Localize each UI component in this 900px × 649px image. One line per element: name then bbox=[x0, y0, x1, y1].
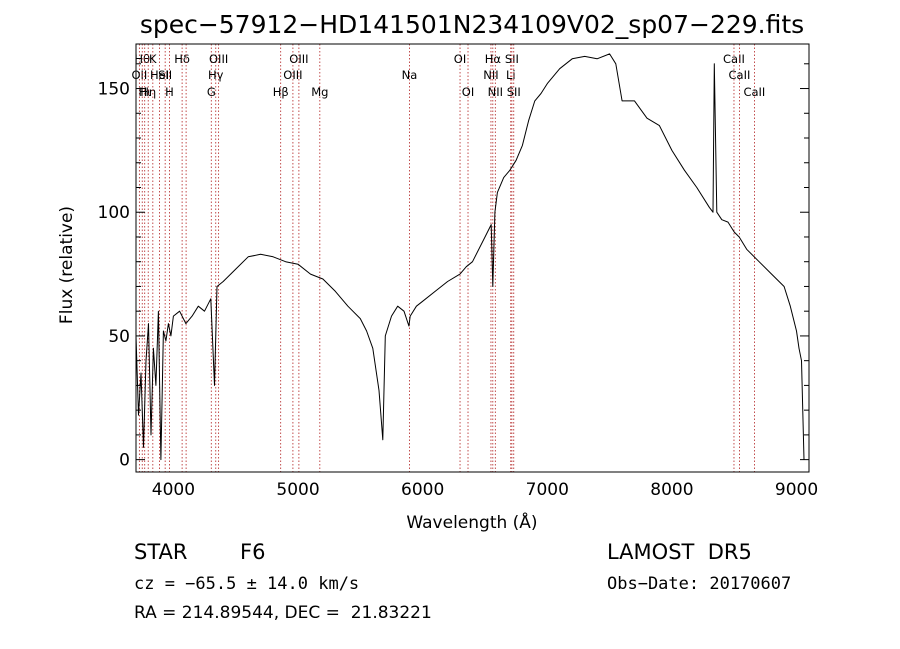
subclass: F6 bbox=[240, 540, 266, 564]
coordinates-text: RA = 214.89544, DEC = 21.83221 bbox=[134, 603, 432, 623]
marker-label: Na bbox=[402, 68, 418, 82]
x-tick-label: 4000 bbox=[152, 480, 195, 500]
marker-label: G bbox=[207, 85, 216, 99]
marker-label: OIII bbox=[283, 68, 302, 82]
marker-label: Mg bbox=[311, 85, 328, 99]
marker-label: HeI bbox=[150, 68, 169, 82]
marker-label: Hβ bbox=[273, 85, 289, 99]
marker-label: CaII bbox=[729, 68, 751, 82]
x-axis: 4000 5000 6000 7000 8000 9000 bbox=[152, 480, 818, 500]
marker-label: OIII bbox=[209, 52, 228, 66]
marker-label: Hδ bbox=[174, 52, 190, 66]
marker-label: Hγ bbox=[208, 68, 224, 82]
object-class: STAR bbox=[134, 540, 188, 564]
marker-label: OII bbox=[131, 68, 147, 82]
marker-label: Hθ bbox=[134, 52, 150, 66]
plot-frame bbox=[135, 43, 810, 473]
marker-label: H bbox=[165, 85, 174, 99]
marker-label: Hα bbox=[485, 52, 502, 66]
marker-label: NII bbox=[488, 85, 503, 99]
survey-label: LAMOST DR5 bbox=[607, 540, 752, 564]
y-axis-label: Flux (relative) bbox=[57, 206, 77, 324]
marker-label: Hη bbox=[140, 85, 156, 99]
marker-label: SII bbox=[158, 68, 172, 82]
marker-label: CaII bbox=[723, 52, 745, 66]
marker-label: OI bbox=[454, 52, 466, 66]
x-tick-label: 9000 bbox=[775, 480, 818, 500]
marker-label: SII bbox=[505, 52, 519, 66]
redshift-text: cz = −65.5 ± 14.0 km/s bbox=[134, 574, 360, 594]
x-axis-label: Wavelength (Å) bbox=[406, 511, 537, 533]
y-tick-label: 50 bbox=[108, 327, 130, 347]
marker-label: Li bbox=[506, 68, 516, 82]
y-tick-label: 0 bbox=[119, 451, 130, 471]
x-tick-label: 5000 bbox=[276, 480, 319, 500]
marker-label: SII bbox=[507, 85, 521, 99]
obs-date-text: Obs−Date: 20170607 bbox=[607, 574, 792, 594]
marker-label: CaII bbox=[743, 85, 765, 99]
marker-label: NII bbox=[483, 68, 498, 82]
y-tick-label: 100 bbox=[98, 203, 130, 223]
y-tick-label: 150 bbox=[98, 80, 130, 100]
x-tick-label: 8000 bbox=[650, 480, 693, 500]
chart-title: spec−57912−HD141501N234109V02_sp07−229.f… bbox=[140, 10, 804, 39]
x-tick-label: 7000 bbox=[526, 480, 569, 500]
spectral-line-markers: OIIHθHιHηKHeISIIHHδGHγOIIIHβOIIIOIIIMgNa… bbox=[131, 44, 765, 472]
x-tick-label: 6000 bbox=[401, 480, 444, 500]
flux-line bbox=[135, 53, 805, 461]
flux-series bbox=[135, 53, 805, 461]
marker-label: K bbox=[149, 52, 157, 66]
y-axis: 0 50 100 150 bbox=[98, 63, 809, 471]
marker-label: OI bbox=[462, 85, 474, 99]
marker-label: OIII bbox=[289, 52, 308, 66]
